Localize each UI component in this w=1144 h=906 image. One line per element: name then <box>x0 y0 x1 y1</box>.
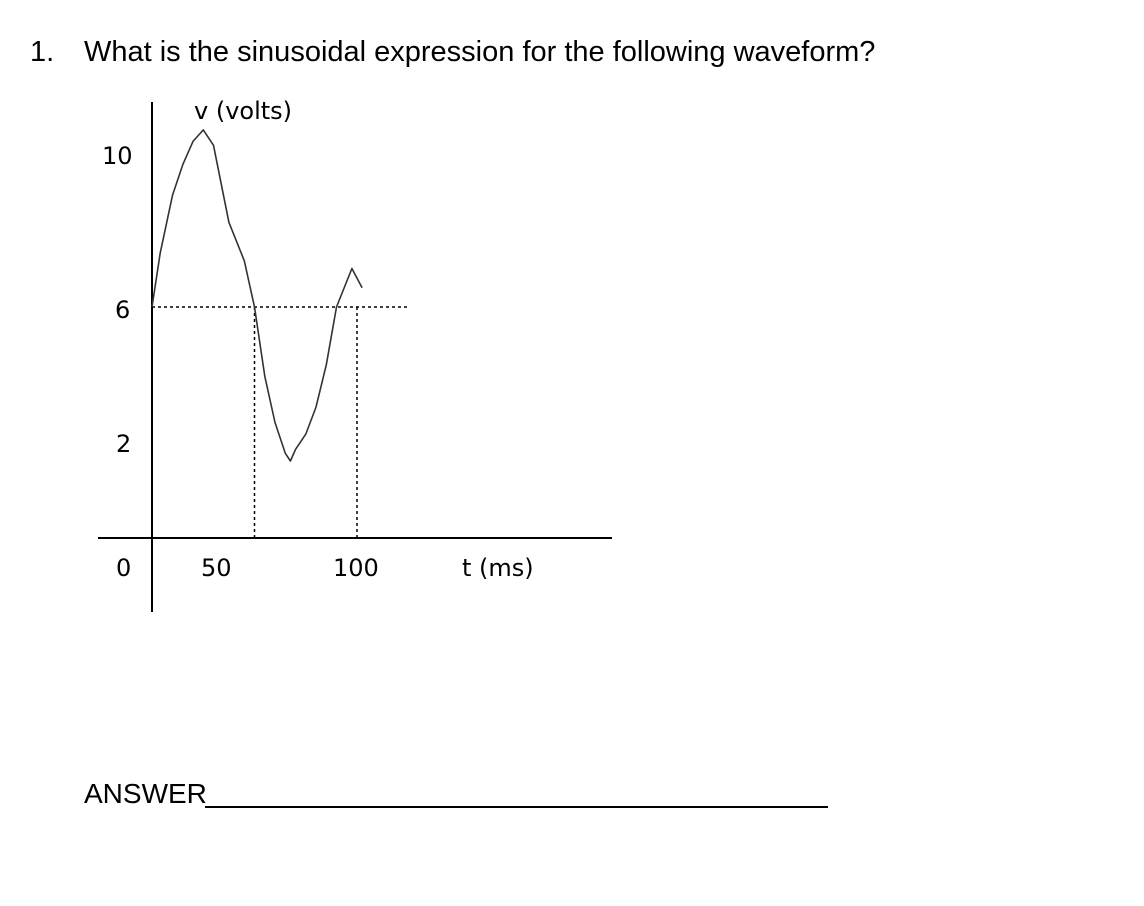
reference-lines <box>152 306 409 538</box>
x-tick-label-100: 100 <box>333 554 379 582</box>
y-tick-label-10: 10 <box>102 142 133 170</box>
question: 1. What is the sinusoidal expression for … <box>30 30 875 74</box>
question-text: What is the sinusoidal expression for th… <box>84 36 876 68</box>
y-tick-label-6: 6 <box>115 296 130 324</box>
y-axis-label: v (volts) <box>194 97 292 125</box>
y-tick-label-2: 2 <box>116 430 131 458</box>
x-axis-label: t (ms) <box>462 554 534 582</box>
x-tick-label-50: 50 <box>201 554 232 582</box>
answer-input-line[interactable] <box>205 806 828 808</box>
waveform-series <box>151 129 363 462</box>
y-tick-label-0: 0 <box>116 554 131 582</box>
answer-label: ANSWER <box>84 778 207 809</box>
waveform-line-0 <box>151 129 363 462</box>
question-number: 1. <box>30 36 55 68</box>
